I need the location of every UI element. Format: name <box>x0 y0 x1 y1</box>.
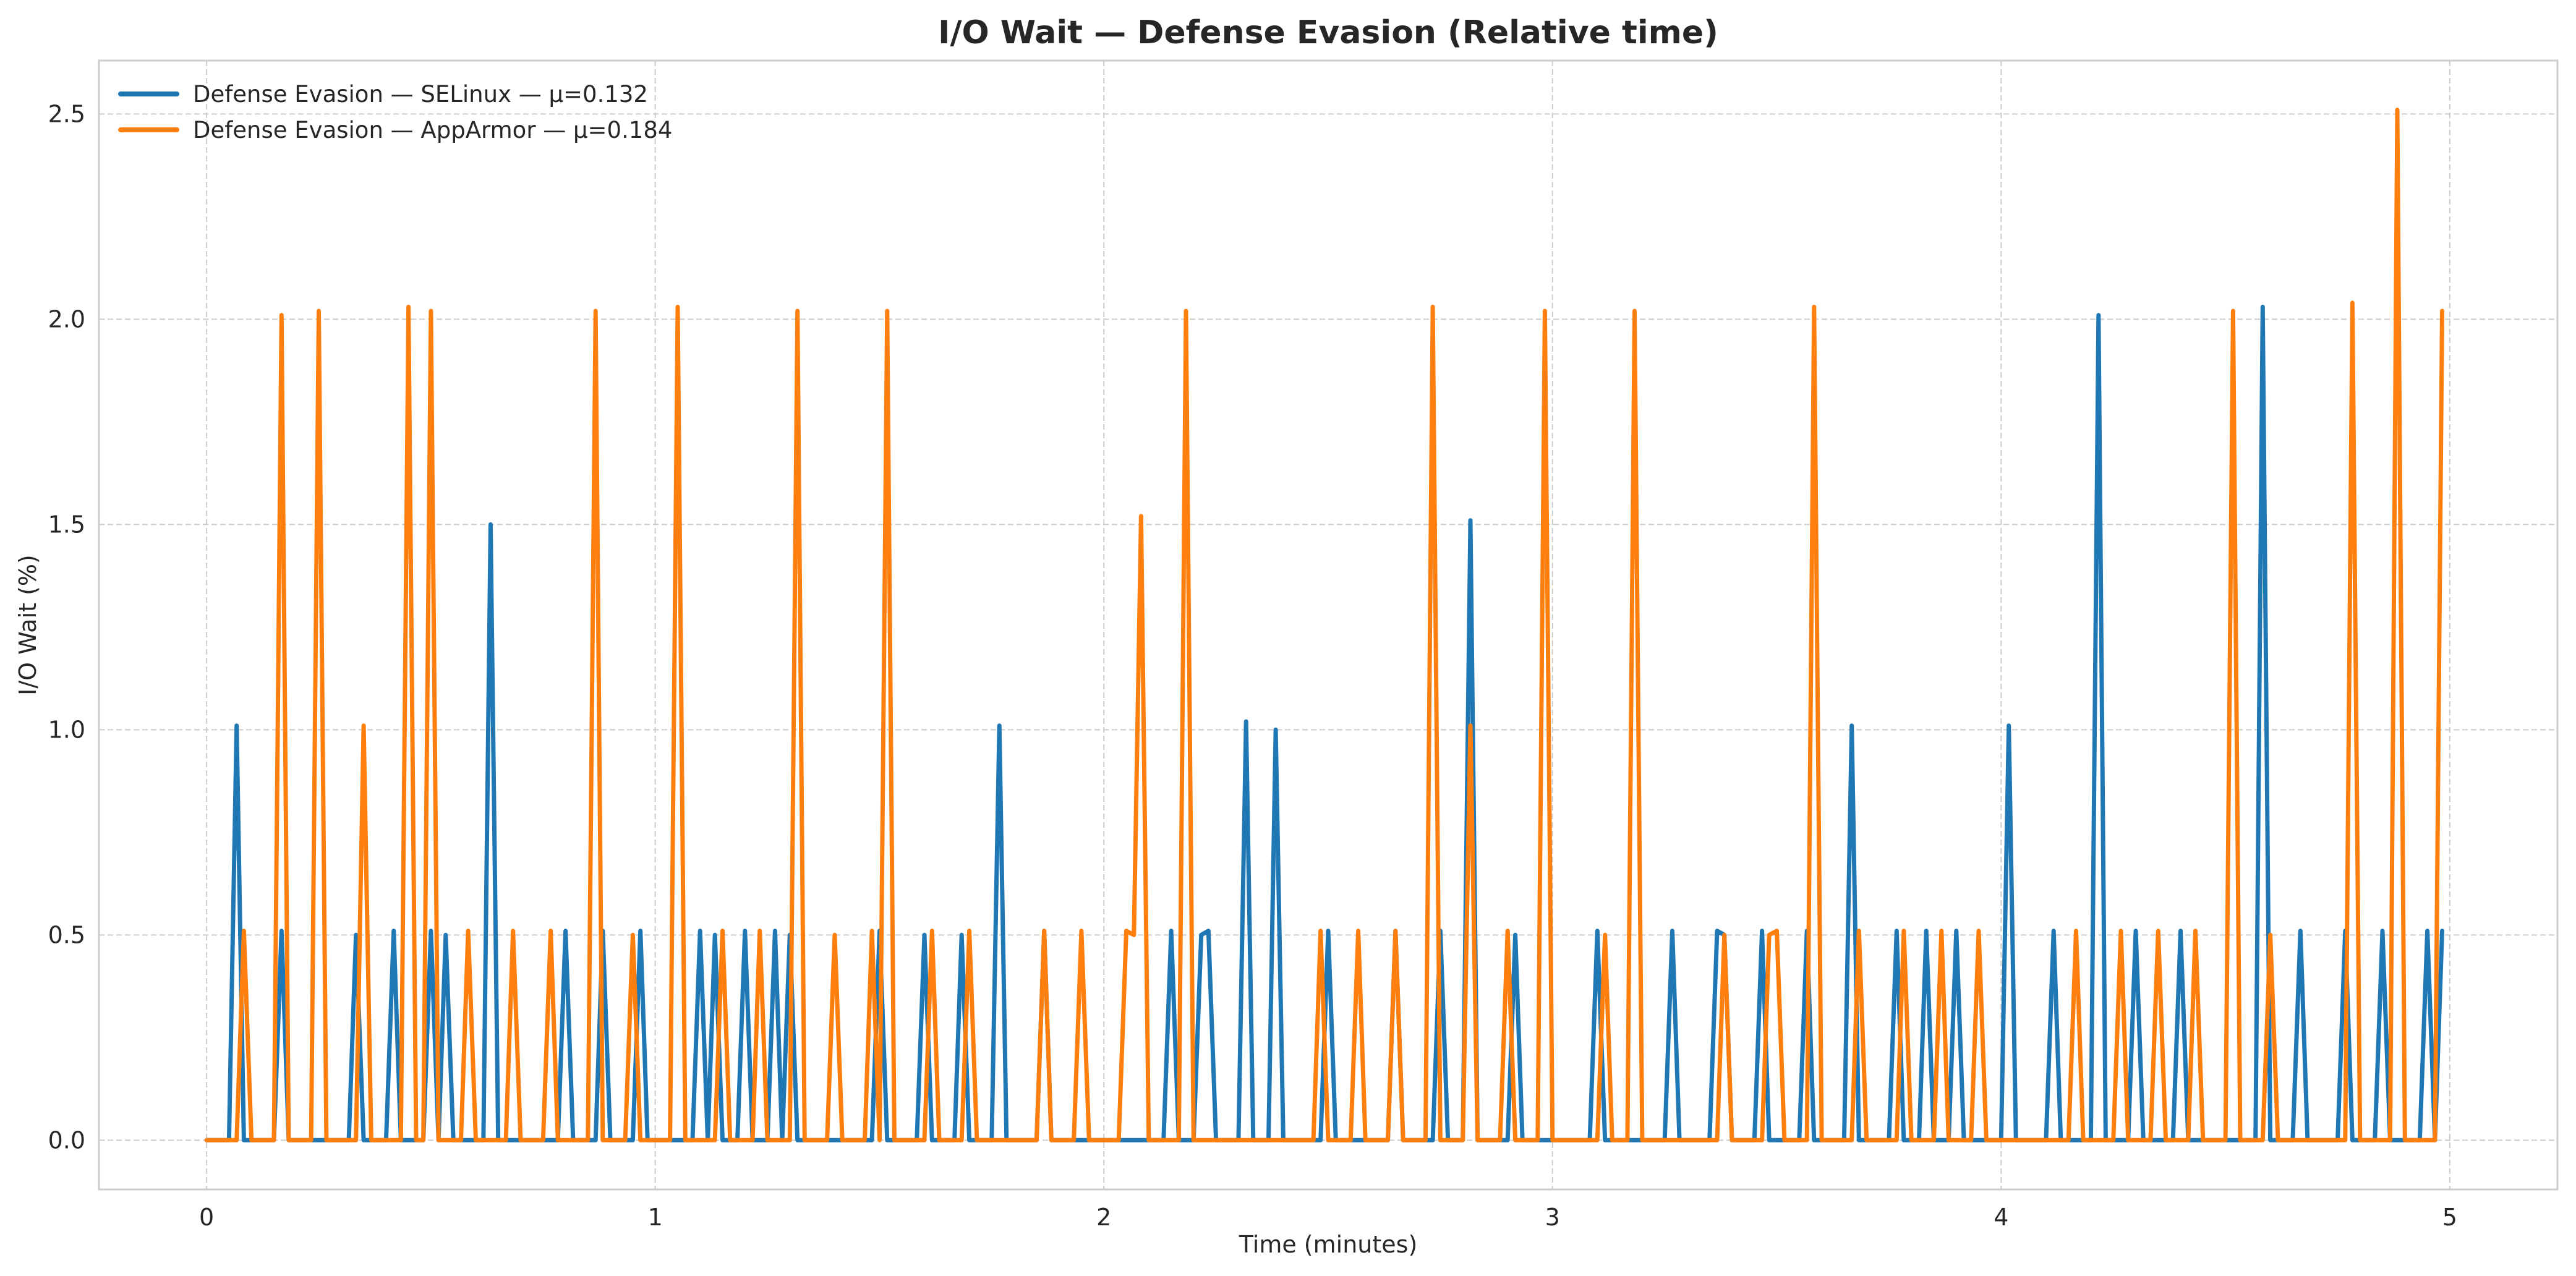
y-tick-label: 2.5 <box>48 100 85 127</box>
legend: Defense Evasion — SELinux — μ=0.132 Defe… <box>118 81 672 143</box>
x-tick-label: 0 <box>199 1204 214 1231</box>
x-tick-label: 2 <box>1096 1204 1111 1231</box>
y-axis-label: I/O Wait (%) <box>14 555 41 695</box>
tick-labels: 0 1 2 3 4 5 0.0 0.5 1.0 1.5 2.0 2.5 <box>48 100 2457 1231</box>
legend-label-selinux: Defense Evasion — SELinux — μ=0.132 <box>193 81 648 108</box>
y-tick-label: 2.0 <box>48 305 85 333</box>
y-tick-label: 0.0 <box>48 1126 85 1154</box>
series-line-apparmor <box>204 108 2444 1142</box>
series-layer <box>204 108 2444 1142</box>
y-tick-label: 1.0 <box>48 716 85 743</box>
x-tick-label: 4 <box>1994 1204 2008 1231</box>
x-axis-label: Time (minutes) <box>1239 1231 1418 1258</box>
axes-frame <box>98 59 2559 1191</box>
x-tick-label: 1 <box>648 1204 663 1231</box>
y-tick-label: 1.5 <box>48 511 85 538</box>
y-tick-label: 0.5 <box>48 921 85 948</box>
legend-label-apparmor: Defense Evasion — AppArmor — μ=0.184 <box>193 117 672 143</box>
chart-title: I/O Wait — Defense Evasion (Relative tim… <box>938 14 1718 51</box>
x-tick-label: 5 <box>2442 1204 2457 1231</box>
x-tick-label: 3 <box>1545 1204 1560 1231</box>
